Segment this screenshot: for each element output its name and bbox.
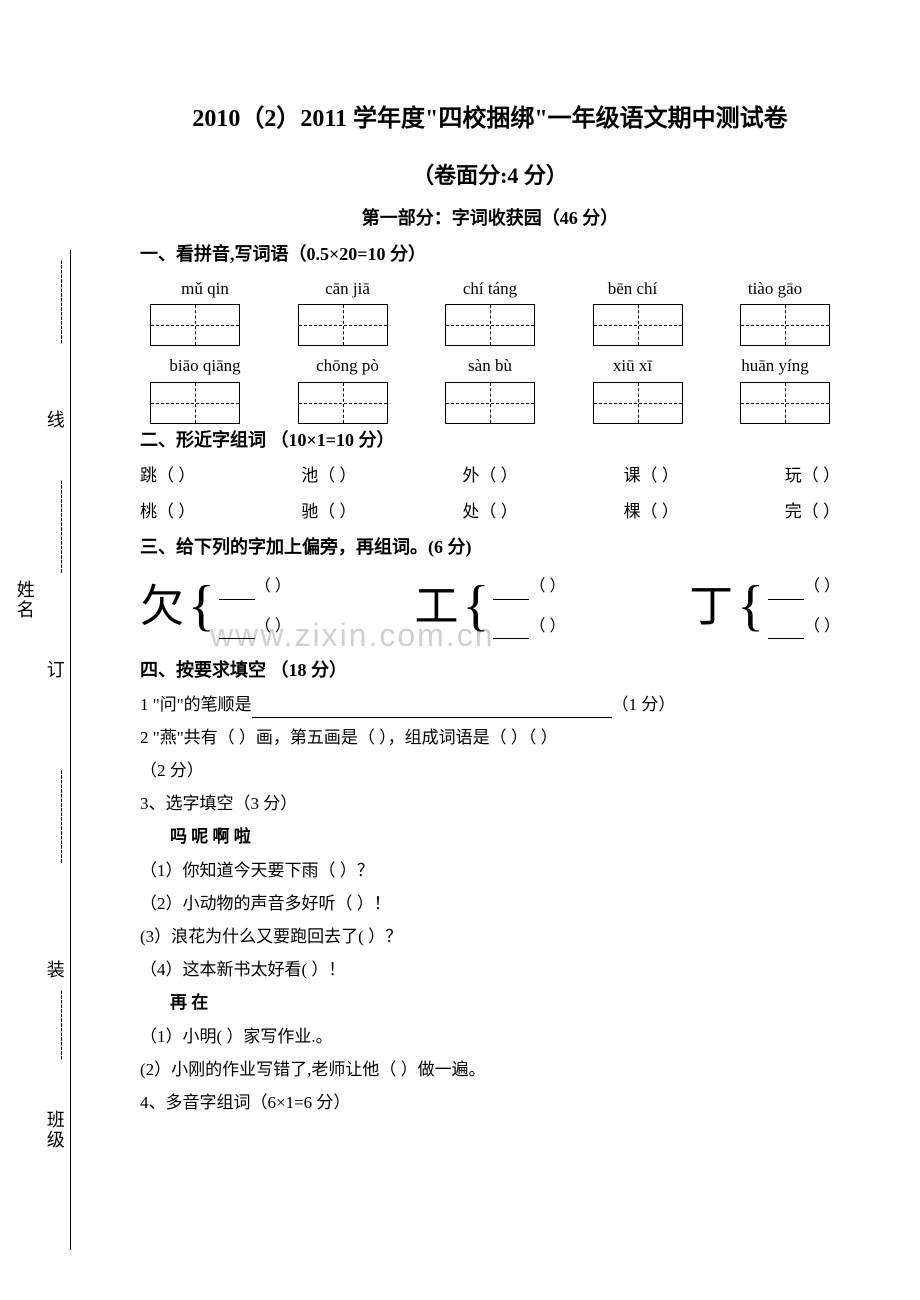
q4-c2-1: （1）小明( ）家写作业.。 — [140, 1023, 840, 1050]
q2-row-2: 桃（ ） 驰（ ） 处（ ） 棵（ ） 完（ ） — [140, 498, 840, 525]
char-box — [740, 304, 830, 346]
q4-c1-2: （2）小动物的声音多好听（ ）！ — [140, 890, 840, 917]
q4-c2-2: (2）小刚的作业写错了,老师让他（ ）做一遍。 — [140, 1056, 840, 1083]
char-box — [445, 304, 535, 346]
q3-title: 三、给下列的字加上偏旁，再组词。(6 分) — [140, 533, 840, 562]
char-box — [740, 382, 830, 424]
q3-item: 工 { （ ） （ ） — [415, 572, 566, 642]
big-char: 丁 — [689, 572, 733, 642]
side-zhuang: 装 — [40, 960, 69, 980]
q2-item: 完（ ） — [785, 498, 840, 525]
q2-item: 池（ ） — [301, 462, 356, 489]
q2-item: 玩（ ） — [785, 462, 840, 489]
q1-pinyin-row-2: biāo qiāng chōng pò sàn bù xiū xī huān y… — [140, 352, 840, 379]
q4-c1-3: (3）浪花为什么又要跑回去了( ）？ — [140, 923, 840, 950]
char-box — [150, 382, 240, 424]
q2-item: 处（ ） — [462, 498, 517, 525]
q2-row-1: 跳（ ） 池（ ） 外（ ） 课（ ） 玩（ ） — [140, 462, 840, 489]
q4-choice2: 再 在 — [170, 989, 840, 1016]
q4-line2: 2 "燕"共有（ ）画，第五画是（ ），组成词语是（ ）（ ） — [140, 724, 840, 751]
q4-c1-4: （4）这本新书太好看( ）！ — [140, 956, 840, 983]
char-box — [298, 304, 388, 346]
q4-line3-title: 3、选字填空（3 分） — [140, 790, 840, 817]
page-title: 2010（2）2011 学年度"四校捆绑"一年级语文期中测试卷 — [140, 100, 840, 138]
pinyin: tiào gāo — [720, 275, 830, 302]
pinyin: chí táng — [435, 275, 545, 302]
side-dash-3: -------------------- — [50, 480, 72, 573]
brace-icon: { — [188, 584, 215, 629]
q1-pinyin-row-1: mǔ qin cān jiā chí táng bēn chí tiào gāo — [140, 275, 840, 302]
q4-title: 四、按要求填空 （18 分） — [140, 656, 840, 685]
pinyin: biāo qiāng — [150, 352, 260, 379]
q3-item: 丁 { （ ） （ ） — [689, 572, 840, 642]
brace-icon: { — [737, 584, 764, 629]
side-banji: 班级 — [40, 1110, 69, 1150]
q2-title: 二、形近字组词 （10×1=10 分） — [140, 426, 840, 455]
q3-row: 欠 { （ ） （ ） 工 { （ ） （ ） 丁 { （ ） （ ） — [140, 572, 840, 642]
q2-item: 外（ ） — [462, 462, 517, 489]
pinyin: chōng pò — [293, 352, 403, 379]
side-xian: 线 — [40, 410, 69, 430]
pinyin: mǔ qin — [150, 275, 260, 302]
part1-label: 第一部分：字词收获园（46 分） — [140, 204, 840, 233]
side-ding: 订 — [40, 660, 69, 680]
q4-choice1: 吗 呢 啊 啦 — [170, 823, 840, 850]
char-box — [593, 382, 683, 424]
side-line — [70, 250, 71, 1250]
big-char: 工 — [415, 572, 459, 642]
q2-item: 课（ ） — [624, 462, 679, 489]
char-box — [150, 304, 240, 346]
pinyin: huān yíng — [720, 352, 830, 379]
q1-title: 一、看拼音,写词语（0.5×20=10 分） — [140, 240, 840, 269]
pinyin: xiū xī — [578, 352, 688, 379]
side-dash-1: --------------- — [50, 990, 72, 1060]
brace-icon: { — [463, 584, 490, 629]
char-box — [445, 382, 535, 424]
side-dash-2: -------------------- — [50, 770, 72, 863]
side-xingming: 姓名 — [10, 580, 39, 620]
q1-box-row-2 — [140, 382, 840, 424]
q2-item: 跳（ ） — [140, 462, 195, 489]
q2-item: 驰（ ） — [301, 498, 356, 525]
big-char: 欠 — [140, 572, 184, 642]
q3-item: 欠 { （ ） （ ） — [140, 572, 291, 642]
pinyin: sàn bù — [435, 352, 545, 379]
q4-line4: 4、多音字组词（6×1=6 分） — [140, 1089, 840, 1116]
q1-box-row-1 — [140, 304, 840, 346]
pinyin: cān jiā — [293, 275, 403, 302]
side-dash-4: ------------------ — [50, 260, 72, 344]
q4-line2-post: （2 分） — [140, 757, 840, 784]
char-box — [298, 382, 388, 424]
q2-item: 桃（ ） — [140, 498, 195, 525]
q2-item: 棵（ ） — [624, 498, 679, 525]
q4-c1-1: （1）你知道今天要下雨（ ）？ — [140, 857, 840, 884]
q4-line1: 1 "问"的笔顺是（1 分） — [140, 691, 840, 718]
pinyin: bēn chí — [578, 275, 688, 302]
char-box — [593, 304, 683, 346]
subtitle: （卷面分:4 分） — [140, 158, 840, 193]
